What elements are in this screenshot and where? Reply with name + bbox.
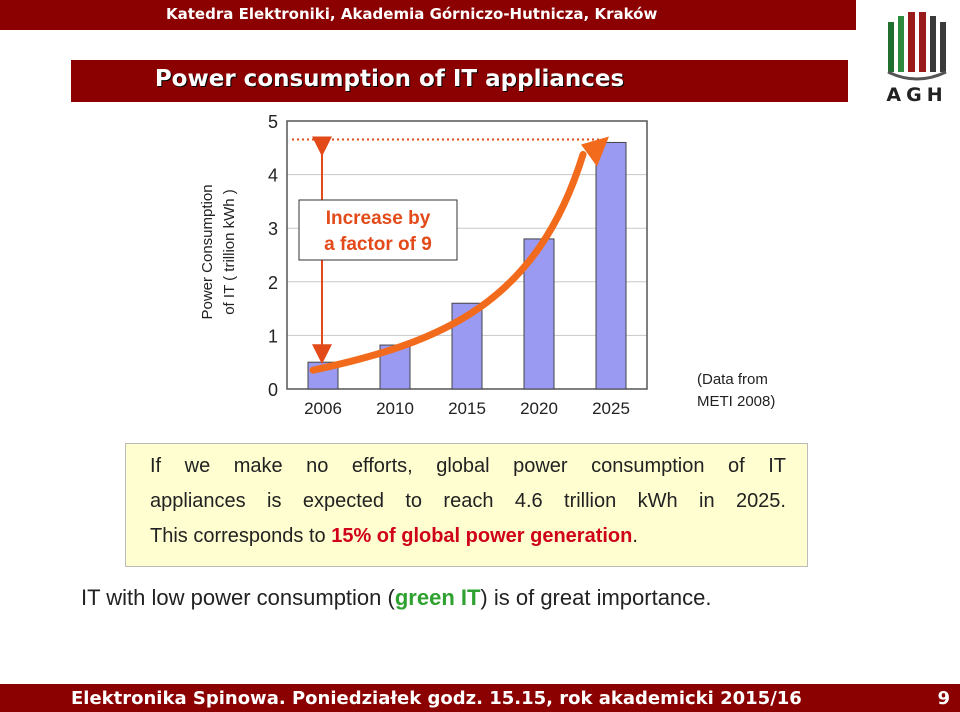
trend-arrowhead (581, 136, 609, 167)
page-number: 9 (937, 688, 950, 709)
y-axis-label-line2: of IT ( trillion kWh ) (221, 189, 238, 315)
summary-textbox: If we make no efforts, global power cons… (125, 443, 808, 567)
x-tick-label: 2010 (376, 399, 414, 418)
footer-text: Elektronika Spinowa. Poniedziałek godz. … (71, 688, 802, 709)
source-note-line2: METI 2008) (697, 393, 776, 410)
summary-line2: appliances is expected to reach 4.6 tril… (150, 490, 786, 512)
power-consumption-chart: Power Consumption of IT ( trillion kWh )… (199, 112, 648, 418)
y-axis-label-line1: Power Consumption (199, 184, 216, 319)
y-axis-label: Power Consumption of IT ( trillion kWh ) (199, 184, 238, 319)
slide-title: Power consumption of IT appliances (154, 66, 625, 92)
summary-line1: If we make no efforts, global power cons… (150, 455, 786, 477)
statement-prefix: IT with low power consumption ( (81, 585, 395, 610)
statement-suffix: ) is of great importance. (480, 585, 712, 610)
summary-line3-prefix: This corresponds to (150, 525, 332, 547)
agh-logo-icon (887, 12, 947, 81)
x-tick-label: 2006 (304, 399, 342, 418)
y-tick-label: 2 (268, 273, 278, 293)
annotation-line1: Increase by (326, 208, 431, 229)
footer-bar: Elektronika Spinowa. Poniedziałek godz. … (0, 684, 960, 712)
green-it-statement: IT with low power consumption (green IT)… (81, 585, 712, 611)
summary-line3: This corresponds to 15% of global power … (150, 525, 786, 548)
y-tick-label: 5 (268, 112, 278, 132)
title-bar: Power consumption of IT appliances (71, 60, 848, 102)
trend-curve-arrow (309, 150, 587, 374)
source-note-line1: (Data from (697, 371, 768, 388)
y-tick-label: 0 (268, 380, 278, 400)
header-institution: Katedra Elektroniki, Akademia Górniczo-H… (166, 5, 658, 23)
agh-logo: AGH (880, 6, 954, 110)
y-tick-label: 1 (268, 326, 278, 346)
annotation-box (298, 199, 458, 261)
x-tick-label: 2015 (448, 399, 486, 418)
summary-line3-suffix: . (632, 525, 638, 547)
summary-highlight: 15% of global power generation (331, 525, 633, 547)
source-note: (Data from METI 2008) (697, 369, 775, 413)
header-bar: Katedra Elektroniki, Akademia Górniczo-H… (0, 0, 856, 30)
annotation-line2: a factor of 9 (324, 234, 432, 255)
y-tick-label: 4 (268, 166, 278, 186)
x-tick-label: 2025 (592, 399, 630, 418)
logo-text: AGH (886, 84, 948, 106)
bar-2025 (595, 141, 627, 390)
y-tick-label: 3 (268, 219, 278, 239)
green-it-highlight: green IT (394, 585, 481, 610)
x-tick-label: 2020 (520, 399, 558, 418)
